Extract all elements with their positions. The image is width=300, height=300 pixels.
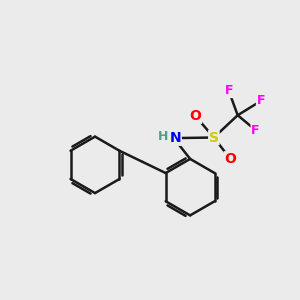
Text: O: O bbox=[190, 109, 201, 123]
Text: O: O bbox=[224, 152, 236, 166]
Text: H: H bbox=[158, 130, 169, 143]
Text: N: N bbox=[169, 131, 181, 145]
Text: F: F bbox=[256, 94, 265, 107]
Text: S: S bbox=[209, 130, 219, 145]
Text: F: F bbox=[251, 124, 260, 136]
Text: F: F bbox=[224, 84, 233, 98]
